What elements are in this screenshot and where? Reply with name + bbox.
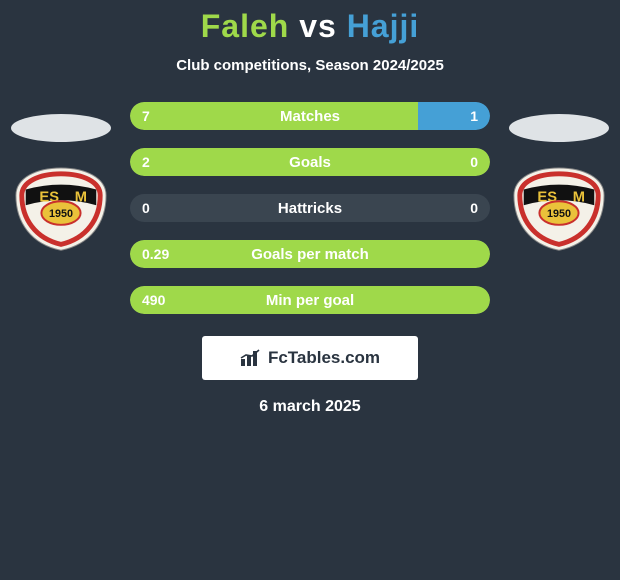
team2-badge: ESM1950 <box>510 166 608 252</box>
subtitle: Club competitions, Season 2024/2025 <box>0 57 620 74</box>
stat-fill-right <box>418 102 490 130</box>
stat-value-left: 490 <box>142 292 165 308</box>
svg-text:1950: 1950 <box>49 208 73 220</box>
stat-fill-left <box>130 102 418 130</box>
stats-column: Matches71Goals20Hattricks00Goals per mat… <box>130 102 490 314</box>
player2-name: Hajji <box>347 8 420 44</box>
stat-value-right: 0 <box>470 200 478 216</box>
stat-row: Min per goal490 <box>130 286 490 314</box>
title: Faleh vs Hajji <box>0 8 620 45</box>
stat-fill-left <box>130 148 490 176</box>
svg-text:M: M <box>75 189 87 205</box>
shield-icon: ESM1950 <box>12 166 110 252</box>
stat-value-right: 0 <box>470 154 478 170</box>
stat-value-left: 2 <box>142 154 150 170</box>
stat-row: Goals20 <box>130 148 490 176</box>
date-text: 6 march 2025 <box>0 398 620 416</box>
stat-value-left: 0 <box>142 200 150 216</box>
stat-row: Hattricks0 0 <box>130 194 490 222</box>
svg-text:M: M <box>573 189 585 205</box>
shield-icon: ESM1950 <box>510 166 608 252</box>
stat-value-right: 1 <box>470 108 478 124</box>
right-column: ESM1950 <box>504 102 614 252</box>
player1-avatar-placeholder <box>11 114 111 142</box>
player2-avatar-placeholder <box>509 114 609 142</box>
main-row: ESM1950 Matches71Goals20Hattricks00Goals… <box>0 102 620 314</box>
left-column: ESM1950 <box>6 102 116 252</box>
infographic-root: Faleh vs Hajji Club competitions, Season… <box>0 0 620 416</box>
stat-fill-left <box>130 286 490 314</box>
bar-chart-icon <box>240 349 262 367</box>
stat-value-left: 0.29 <box>142 246 169 262</box>
brand-text: FcTables.com <box>268 348 380 368</box>
stat-fill-left <box>130 240 490 268</box>
stat-row: Matches71 <box>130 102 490 130</box>
stat-value-left: 7 <box>142 108 150 124</box>
brand-badge: FcTables.com <box>202 336 418 380</box>
player1-name: Faleh <box>201 8 290 44</box>
stat-label: Hattricks <box>130 200 490 217</box>
vs-text: vs <box>299 8 337 44</box>
stat-row: Goals per match0.29 <box>130 240 490 268</box>
svg-text:1950: 1950 <box>547 208 571 220</box>
team1-badge: ESM1950 <box>12 166 110 252</box>
